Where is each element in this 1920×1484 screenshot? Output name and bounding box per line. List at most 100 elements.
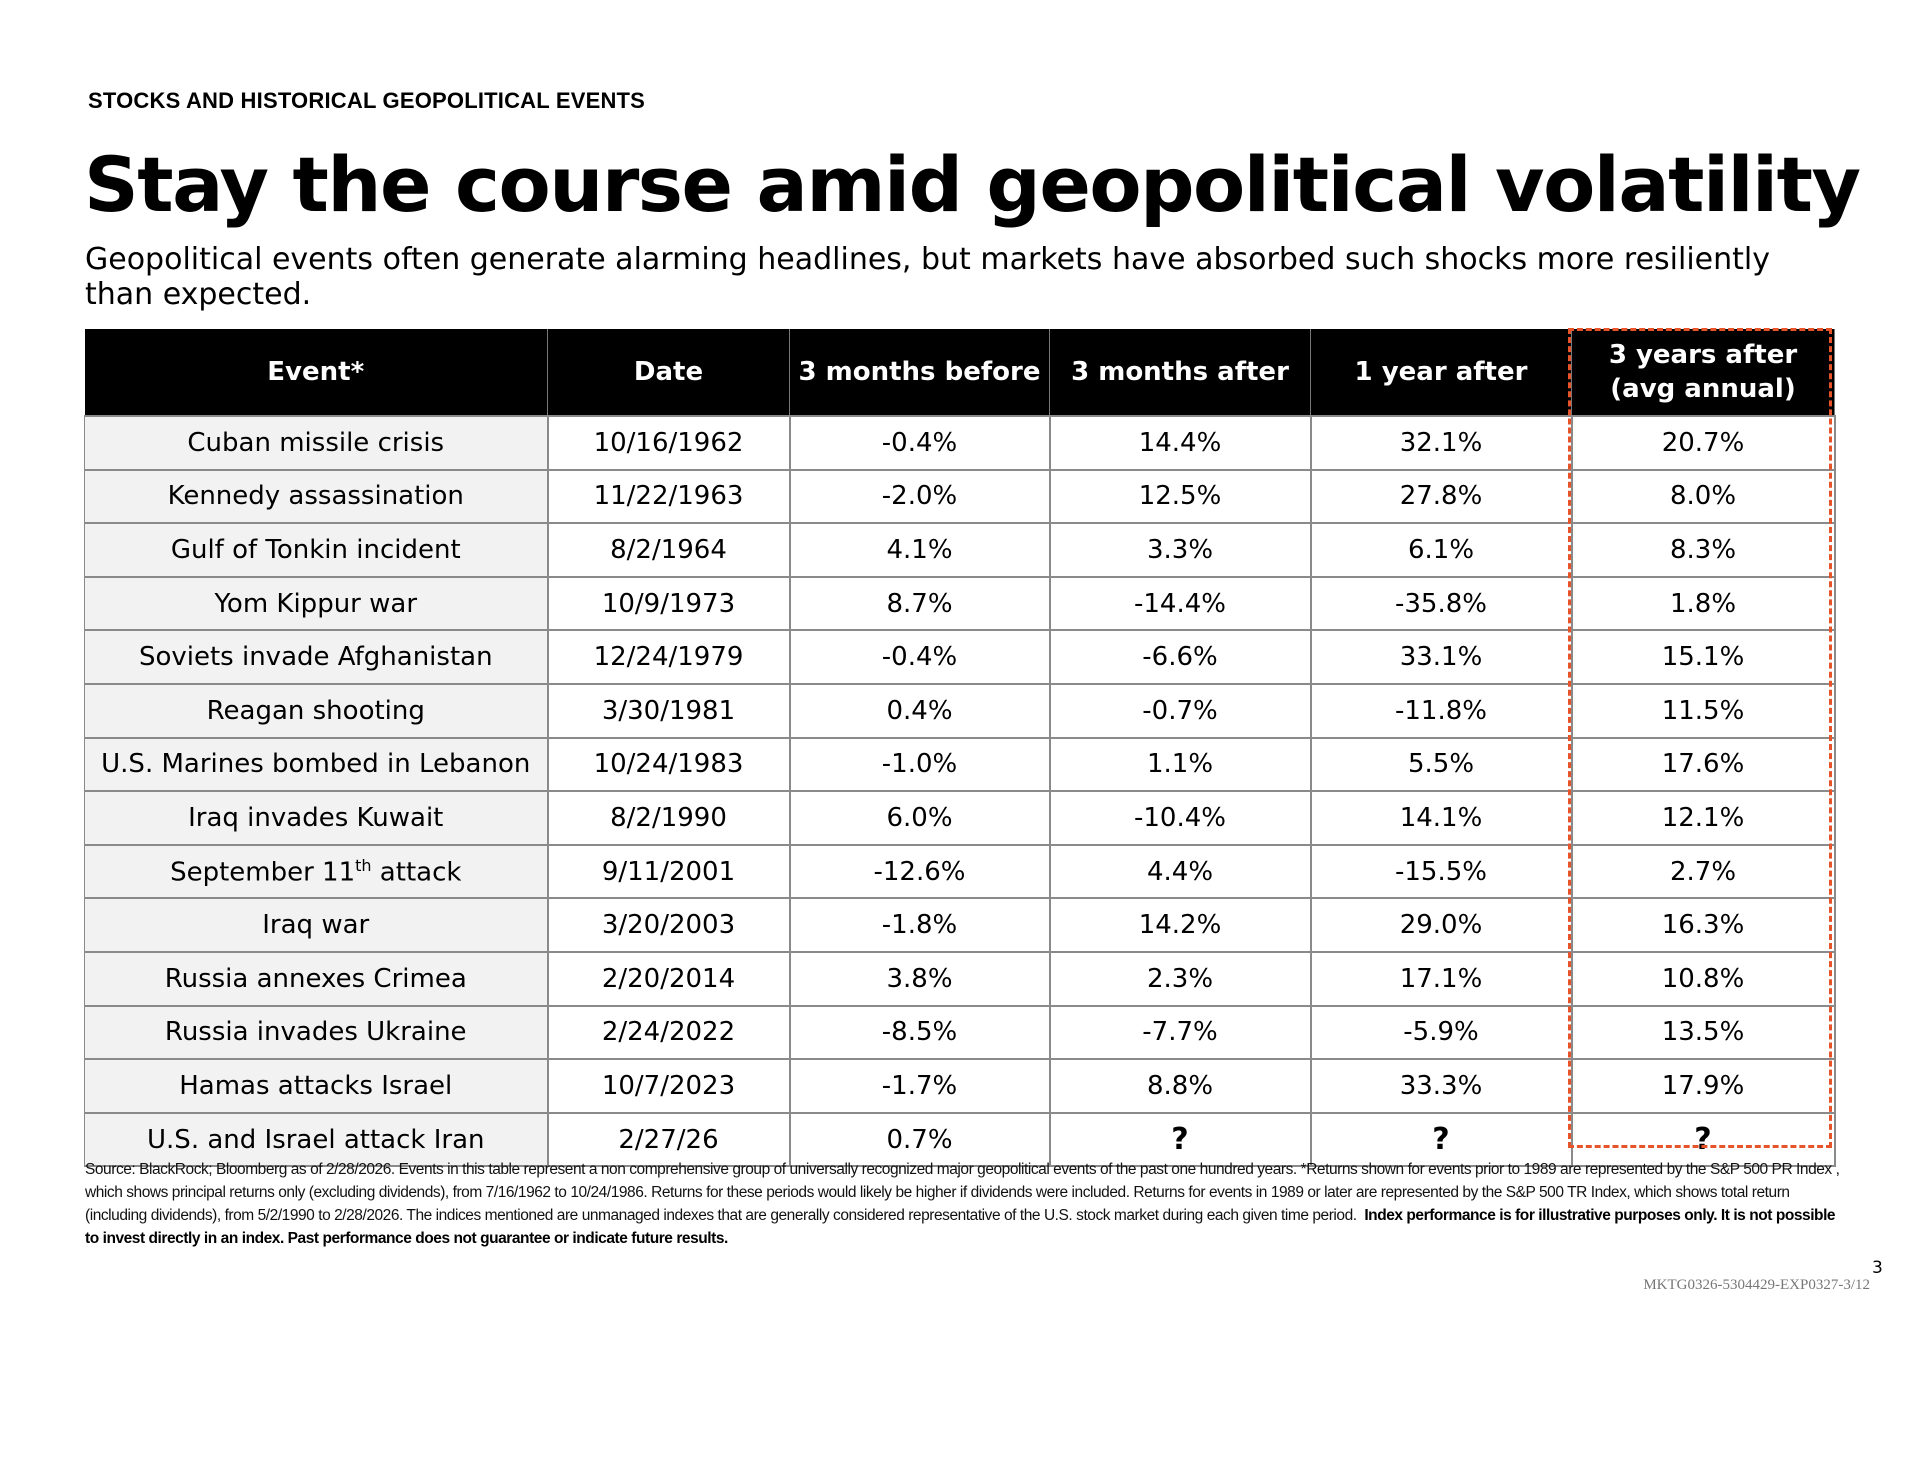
one-year-after-cell: 17.1% bbox=[1310, 950, 1573, 1007]
event-cell: Soviets invade Afghanistan bbox=[84, 629, 549, 685]
one-year-after-cell: ? bbox=[1310, 1111, 1573, 1168]
date-cell: 9/11/2001 bbox=[547, 843, 791, 900]
table-row: Russia annexes Crimea 2/20/2014 3.8% 2.3% 17… bbox=[84, 950, 1836, 1007]
footnote: Source: BlackRock; Bloomberg as of 2/28/… bbox=[85, 1158, 1845, 1250]
one-year-after-cell: 27.8% bbox=[1310, 468, 1573, 525]
three-years-after-cell: 13.5% bbox=[1571, 1004, 1836, 1061]
table-row: Gulf of Tonkin incident 8/2/1964 4.1% 3.3% 6… bbox=[84, 522, 1836, 578]
one-year-after-cell: -15.5% bbox=[1310, 843, 1573, 900]
three-months-after-cell: 8.8% bbox=[1049, 1058, 1312, 1114]
three-months-before-cell: 0.7% bbox=[789, 1111, 1051, 1168]
table-row: U.S. Marines bombed in Lebanon 10/24/1983… bbox=[84, 736, 1836, 793]
three-months-after-cell: ? bbox=[1049, 1111, 1312, 1168]
date-cell: 2/20/2014 bbox=[547, 950, 791, 1007]
date-cell: 8/2/1990 bbox=[547, 790, 791, 846]
one-year-after-cell: -11.8% bbox=[1310, 682, 1573, 739]
three-months-before-cell: -8.5% bbox=[789, 1004, 1051, 1061]
three-months-after-cell: -0.7% bbox=[1049, 682, 1312, 739]
event-cell: U.S. Marines bombed in Lebanon bbox=[84, 736, 549, 793]
event-cell: Reagan shooting bbox=[84, 682, 549, 739]
three-months-after-cell: -14.4% bbox=[1049, 575, 1312, 632]
table-row: Kennedy assassination 11/22/1963 -2.0% 12.5… bbox=[84, 468, 1836, 525]
date-cell: 12/24/1979 bbox=[547, 629, 791, 685]
page-title: Stay the course amid geopolitical volati… bbox=[84, 140, 1861, 229]
one-year-after-cell: 29.0% bbox=[1310, 897, 1573, 953]
three-months-before-cell: 8.7% bbox=[789, 575, 1051, 632]
three-months-after-cell: -10.4% bbox=[1049, 790, 1312, 846]
table-row: U.S. and Israel attack Iran 2/27/26 0.7%??… bbox=[84, 1111, 1836, 1168]
three-months-after-cell: 14.2% bbox=[1049, 897, 1312, 953]
three-years-after-cell: 8.0% bbox=[1571, 468, 1836, 525]
three-months-before-cell: -1.0% bbox=[789, 736, 1051, 793]
three-months-before-cell: 0.4% bbox=[789, 682, 1051, 739]
three-months-before-cell: -2.0% bbox=[789, 468, 1051, 525]
event-cell: Gulf of Tonkin incident bbox=[84, 522, 549, 578]
three-years-after-cell: 20.7% bbox=[1571, 415, 1836, 471]
three-months-after-cell: -7.7% bbox=[1049, 1004, 1312, 1061]
three-months-before-cell: -0.4% bbox=[789, 629, 1051, 685]
three-months-after-cell: 3.3% bbox=[1049, 522, 1312, 578]
three-years-after-cell: 10.8% bbox=[1571, 950, 1836, 1007]
three-months-after-cell: -6.6% bbox=[1049, 629, 1312, 685]
three-months-before-cell: 3.8% bbox=[789, 950, 1051, 1007]
three-years-after-cell: 12.1% bbox=[1571, 790, 1836, 846]
three-months-after-cell: 14.4% bbox=[1049, 415, 1312, 471]
three-months-before-cell: -0.4% bbox=[789, 415, 1051, 471]
event-cell: Iraq invades Kuwait bbox=[84, 790, 549, 846]
one-year-after-cell: -35.8% bbox=[1310, 575, 1573, 632]
table-row: Reagan shooting 3/30/1981 0.4% -0.7% -11.8% 1… bbox=[84, 682, 1836, 739]
table-row: Yom Kippur war 10/9/1973 8.7% -14.4% -35.8% 1… bbox=[84, 575, 1836, 632]
table-row: Russia invades Ukraine 2/24/2022 -8.5% -7.7… bbox=[84, 1004, 1836, 1061]
three-years-after-cell: 2.7% bbox=[1571, 843, 1836, 900]
three-years-after-cell: 17.6% bbox=[1571, 736, 1836, 793]
column-header: 3 months after bbox=[1049, 329, 1311, 416]
date-cell: 8/2/1964 bbox=[547, 522, 791, 578]
table-row: September 11th attack 9/11/2001 -12.6% 4.4%… bbox=[84, 843, 1836, 900]
table-row: Iraq war 3/20/2003 -1.8% 14.2% 29.0% 16.3% bbox=[84, 897, 1836, 953]
footnote-text: Source: BlackRock; Bloomberg as of 2/28/… bbox=[85, 1161, 1840, 1224]
three-months-before-cell: -12.6% bbox=[789, 843, 1051, 900]
date-cell: 11/22/1963 bbox=[547, 468, 791, 525]
one-year-after-cell: 6.1% bbox=[1310, 522, 1573, 578]
three-years-after-cell: ? bbox=[1571, 1111, 1836, 1168]
document-code: MKTG0326-5304429-EXP0327-3/12 bbox=[1643, 1277, 1870, 1293]
three-months-after-cell: 2.3% bbox=[1049, 950, 1312, 1007]
column-header: Date bbox=[547, 329, 790, 416]
three-months-after-cell: 4.4% bbox=[1049, 843, 1312, 900]
three-months-before-cell: 4.1% bbox=[789, 522, 1051, 578]
three-years-after-cell: 1.8% bbox=[1571, 575, 1836, 632]
event-cell: Kennedy assassination bbox=[84, 468, 549, 525]
one-year-after-cell: -5.9% bbox=[1310, 1004, 1573, 1061]
event-cell: Russia invades Ukraine bbox=[84, 1004, 549, 1061]
section-label: STOCKS AND HISTORICAL GEOPOLITICAL EVENT… bbox=[88, 88, 646, 113]
three-years-after-cell: 16.3% bbox=[1571, 897, 1836, 953]
three-years-after-cell: 8.3% bbox=[1571, 522, 1836, 578]
table-row: Cuban missile crisis 10/16/1962 -0.4% 14.4%… bbox=[84, 415, 1836, 471]
event-cell: Hamas attacks Israel bbox=[84, 1058, 549, 1114]
column-header: Event* bbox=[84, 329, 548, 416]
one-year-after-cell: 33.3% bbox=[1310, 1058, 1573, 1114]
page-number: 3 bbox=[1872, 1258, 1883, 1278]
one-year-after-cell: 33.1% bbox=[1310, 629, 1573, 685]
event-cell: U.S. and Israel attack Iran bbox=[84, 1111, 549, 1168]
three-months-before-cell: 6.0% bbox=[789, 790, 1051, 846]
date-cell: 10/7/2023 bbox=[547, 1058, 791, 1114]
date-cell: 10/24/1983 bbox=[547, 736, 791, 793]
one-year-after-cell: 32.1% bbox=[1310, 415, 1573, 471]
three-years-after-cell: 11.5% bbox=[1571, 682, 1836, 739]
date-cell: 10/16/1962 bbox=[547, 415, 791, 471]
page-subtitle: Geopolitical events often generate alarm… bbox=[85, 242, 1770, 312]
table-header-row: Event* Date 3 months before 3 months after 1… bbox=[84, 329, 1835, 416]
one-year-after-cell: 14.1% bbox=[1310, 790, 1573, 846]
date-cell: 3/30/1981 bbox=[547, 682, 791, 739]
three-months-after-cell: 12.5% bbox=[1049, 468, 1312, 525]
three-months-before-cell: -1.7% bbox=[789, 1058, 1051, 1114]
event-cell: September 11th attack bbox=[84, 843, 549, 900]
event-cell: Iraq war bbox=[84, 897, 549, 953]
one-year-after-cell: 5.5% bbox=[1310, 736, 1573, 793]
event-cell: Russia annexes Crimea bbox=[84, 950, 549, 1007]
date-cell: 10/9/1973 bbox=[547, 575, 791, 632]
events-table: Event* Date 3 months before 3 months after 1… bbox=[84, 329, 1836, 1168]
table-row: Soviets invade Afghanistan 12/24/1979 -0.4… bbox=[84, 629, 1836, 685]
event-cell: Yom Kippur war bbox=[84, 575, 549, 632]
